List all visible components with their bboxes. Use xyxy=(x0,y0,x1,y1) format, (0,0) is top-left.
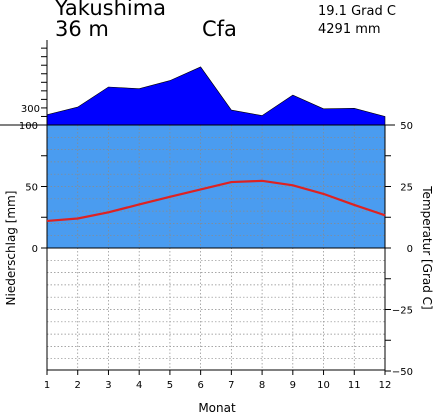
x-tick-label: 4 xyxy=(136,380,142,391)
elevation: 36 m xyxy=(55,17,109,41)
left-tick-label: 100 xyxy=(19,121,38,132)
x-tick-label: 3 xyxy=(105,380,111,391)
x-tick-label: 9 xyxy=(290,380,296,391)
x-tick-label: 5 xyxy=(167,380,173,391)
x-axis-title: Monat xyxy=(198,401,236,415)
left-axis-title: Niederschlag [mm] xyxy=(4,191,18,306)
left-tick-label: 0 xyxy=(32,244,38,255)
x-tick-label: 11 xyxy=(348,380,361,391)
mean-temperature: 19.1 Grad C xyxy=(318,4,396,19)
x-tick-label: 2 xyxy=(75,380,81,391)
chart-axes xyxy=(0,40,395,375)
right-tick-label: −25 xyxy=(392,306,413,317)
annual-precipitation: 4291 mm xyxy=(318,22,381,37)
x-tick-label: 7 xyxy=(228,380,234,391)
precipitation-area xyxy=(46,66,386,126)
temperature-line xyxy=(46,179,386,223)
right-tick-label: 0 xyxy=(407,244,413,255)
right-tick-label: 25 xyxy=(400,183,413,194)
station-name: Yakushima xyxy=(55,0,167,20)
chart-series xyxy=(46,179,386,223)
x-tick-label: 10 xyxy=(317,380,330,391)
right-axis-title: Temperatur [Grad C] xyxy=(420,185,434,309)
x-tick-label: 1 xyxy=(44,380,50,391)
chart-fills xyxy=(46,66,386,248)
right-tick-label: −50 xyxy=(392,367,413,378)
x-tick-label: 8 xyxy=(259,380,265,391)
climate-class: Cfa xyxy=(202,17,237,41)
right-tick-label: 50 xyxy=(400,121,413,132)
left-tick-label: 50 xyxy=(25,183,38,194)
upper-tick-label: 300 xyxy=(21,104,40,115)
x-tick-label: 6 xyxy=(197,380,203,391)
x-tick-label: 12 xyxy=(379,380,392,391)
